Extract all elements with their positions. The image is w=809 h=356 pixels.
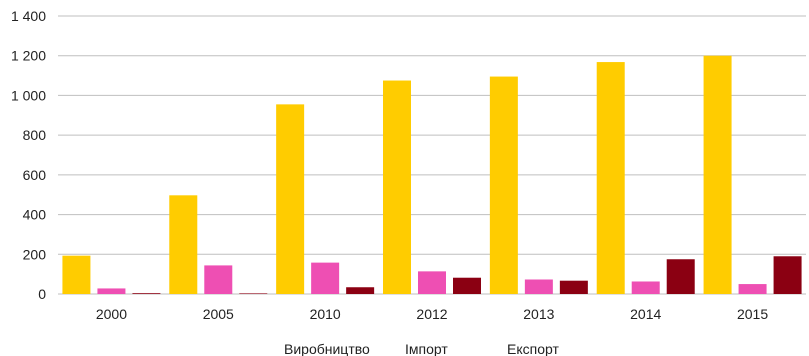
bar-Імпорт-2014 bbox=[631, 281, 660, 294]
bar-Експорт-2000 bbox=[132, 293, 161, 294]
bar-Імпорт-2005 bbox=[204, 265, 233, 294]
bar-Виробництво-2005 bbox=[169, 195, 198, 294]
y-tick-label: 600 bbox=[23, 167, 47, 183]
x-tick-label: 2012 bbox=[416, 306, 447, 322]
bars bbox=[62, 55, 802, 295]
legend-entry: Імпорт bbox=[405, 341, 448, 356]
bar-Експорт-2015 bbox=[773, 256, 802, 294]
x-tick-label: 2015 bbox=[737, 306, 768, 322]
x-tick-label: 2010 bbox=[310, 306, 341, 322]
legend-entry: Виробництво bbox=[284, 341, 370, 356]
bar-Експорт-2010 bbox=[346, 287, 375, 294]
bar-Виробництво-2013 bbox=[489, 76, 518, 294]
bar-Експорт-2014 bbox=[666, 259, 695, 294]
bar-Імпорт-2013 bbox=[524, 279, 553, 294]
y-tick-label: 1 200 bbox=[11, 48, 46, 64]
bar-Виробництво-2010 bbox=[276, 104, 305, 294]
legend-entry: Експорт bbox=[507, 341, 559, 356]
bar-Імпорт-2012 bbox=[418, 271, 446, 294]
bar-Виробництво-2015 bbox=[703, 55, 732, 294]
bar-Імпорт-2000 bbox=[97, 288, 126, 294]
y-tick-label: 0 bbox=[38, 286, 46, 302]
x-tick-label: 2005 bbox=[203, 306, 234, 322]
y-tick-label: 800 bbox=[23, 127, 47, 143]
x-tick-label: 2000 bbox=[96, 306, 127, 322]
legend: Виробництво Імпорт Експорт bbox=[284, 341, 559, 356]
y-tick-label: 400 bbox=[23, 207, 47, 223]
bar-Імпорт-2015 bbox=[738, 284, 767, 294]
bar-Експорт-2013 bbox=[559, 280, 588, 294]
x-tick-label: 2013 bbox=[523, 306, 554, 322]
bar-Виробництво-2014 bbox=[596, 62, 625, 294]
y-tick-label: 200 bbox=[23, 246, 47, 262]
y-tick-label: 1 400 bbox=[11, 8, 46, 24]
y-tick-label: 1 000 bbox=[11, 87, 46, 103]
x-tick-label: 2014 bbox=[630, 306, 661, 322]
bar-Виробництво-2012 bbox=[383, 80, 411, 295]
bar-Експорт-2005 bbox=[239, 293, 268, 294]
y-axis-ticks: 0 200 400 600 800 1 000 1 200 1 400 bbox=[11, 8, 46, 302]
bar-Виробництво-2000 bbox=[62, 255, 91, 294]
bar-Експорт-2012 bbox=[453, 277, 481, 294]
bar-Імпорт-2010 bbox=[311, 262, 340, 294]
x-axis-ticks: 2000 2005 2010 2012 2013 2014 2015 bbox=[96, 306, 769, 322]
